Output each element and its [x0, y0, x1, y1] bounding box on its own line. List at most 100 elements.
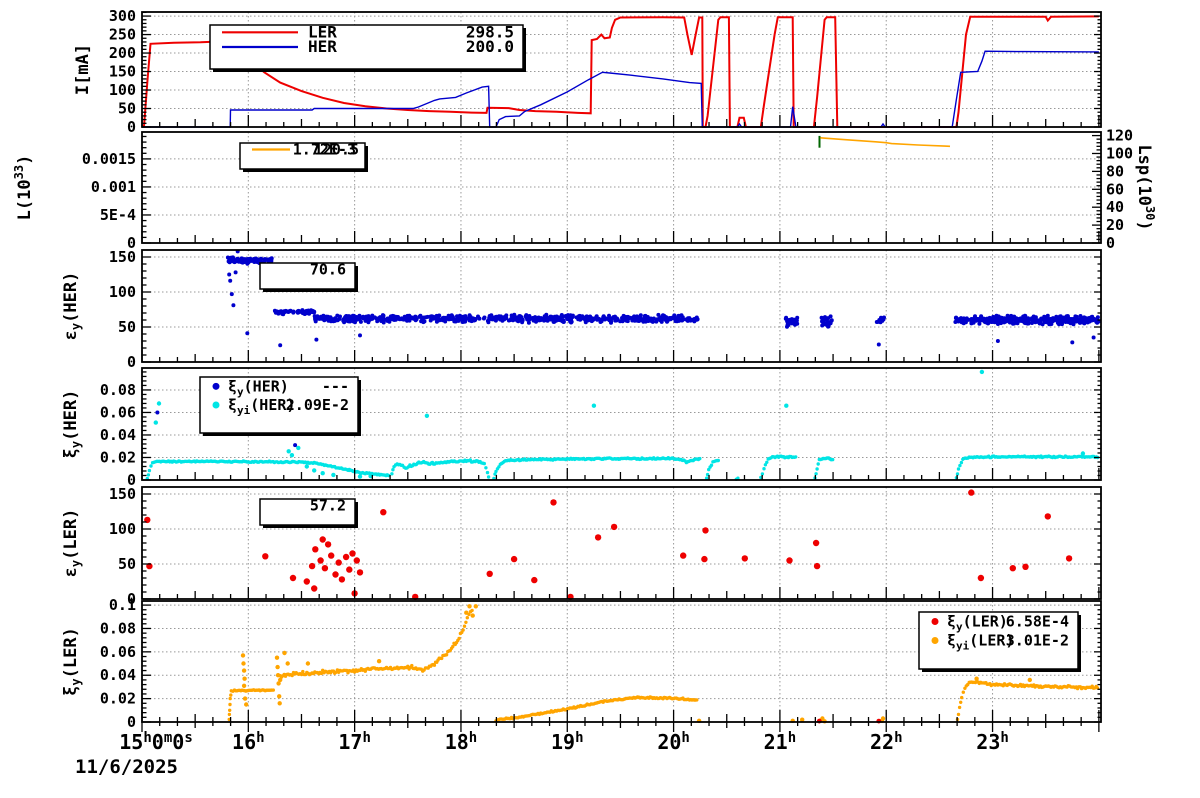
- svg-text:0.1: 0.1: [109, 596, 136, 614]
- legend-current: LER 298.5 HER 200.0: [209, 22, 526, 72]
- svg-text:70.6: 70.6: [310, 261, 346, 279]
- svg-text:2.09E-2: 2.09E-2: [286, 396, 349, 414]
- series-xi-her-xiyi: [145, 454, 1100, 481]
- svg-text:50: 50: [118, 555, 136, 573]
- panel-emittance-her: 0 50 100 150 εy(HER) 70.6: [61, 248, 1102, 371]
- svg-text:120: 120: [1106, 127, 1133, 145]
- gridlines: [142, 250, 1101, 362]
- axis-ticks: [141, 493, 1101, 600]
- svg-text:60: 60: [1106, 180, 1124, 198]
- axis-ticks: [141, 11, 1101, 128]
- svg-text:0.0015: 0.0015: [82, 150, 136, 168]
- panel-frame: [141, 367, 1102, 481]
- panel-emittance-ler: 0 50 100 150 εy(LER) 57.2: [61, 485, 1102, 608]
- axis-ticks: [141, 604, 1101, 732]
- svg-text:150: 150: [109, 63, 136, 81]
- y-axis-title: L(1033): [12, 155, 35, 221]
- svg-text:0: 0: [127, 353, 136, 371]
- svg-text:298.5: 298.5: [466, 22, 514, 41]
- svg-text:0.06: 0.06: [100, 403, 136, 421]
- svg-text:0.08: 0.08: [100, 381, 136, 399]
- svg-text:16h: 16h: [232, 730, 265, 754]
- series-eps-her-band: [225, 255, 1101, 329]
- svg-text:0: 0: [127, 471, 136, 489]
- axis-tick-labels: 0 0.02 0.04 0.06 0.08: [100, 381, 136, 489]
- svg-text:0.04: 0.04: [100, 426, 136, 444]
- svg-text:100: 100: [109, 283, 136, 301]
- y-axis-title: εy(HER): [61, 272, 83, 341]
- svg-text:18h: 18h: [445, 730, 478, 754]
- svg-text:ξyi(HER): ξyi(HER): [228, 396, 295, 417]
- series-xi-her-xiy: [155, 410, 298, 448]
- y-axis-title: ξy(LER): [61, 627, 83, 696]
- panel-luminosity: 05E-40.0010.0015020406080100120Lsp(1030)…: [12, 127, 1157, 252]
- legend-emittance-ler: 57.2: [259, 497, 358, 528]
- svg-text:0.02: 0.02: [100, 690, 136, 708]
- svg-text:0.06: 0.06: [100, 643, 136, 661]
- series-xi-ler-xiyi: [227, 608, 1100, 723]
- svg-text:LER: LER: [308, 22, 337, 41]
- svg-text:20h: 20h: [657, 730, 690, 754]
- svg-text:200.0: 200.0: [466, 37, 514, 56]
- svg-text:150: 150: [109, 248, 136, 266]
- svg-text:0: 0: [127, 713, 136, 731]
- svg-text:57.2: 57.2: [310, 497, 346, 515]
- panel-frame: [141, 11, 1102, 128]
- series-xi-her-outliers: [153, 369, 1086, 479]
- svg-text:23h: 23h: [976, 730, 1009, 754]
- series-xi-ler-outliers: [240, 604, 1033, 724]
- series-eps-her-outliers: [227, 250, 1096, 348]
- svg-text:300: 300: [109, 7, 136, 25]
- svg-text:ξyi(LER): ξyi(LER): [947, 632, 1014, 653]
- svg-text:3.01E-2: 3.01E-2: [1006, 632, 1069, 650]
- svg-text:5E-4: 5E-4: [100, 206, 136, 224]
- svg-text:1.72E-3: 1.72E-3: [293, 141, 356, 159]
- series-lsp-line: [820, 137, 951, 148]
- axis-ticks: [141, 134, 1101, 244]
- svg-text:200: 200: [109, 44, 136, 62]
- svg-text:17h: 17h: [338, 730, 371, 754]
- svg-text:ξy(LER): ξy(LER): [947, 613, 1008, 634]
- legend-xi-her: ξy(HER) --- ξyi(HER)2.09E-2: [199, 376, 361, 436]
- right-axis-title: Lsp(1030): [1134, 144, 1157, 230]
- x-axis-labels: 15h0m0s 16h 17h 18h 19h 20h 21h 22h 23h 11/6/2025: [75, 730, 1009, 778]
- svg-text:0: 0: [1106, 234, 1115, 252]
- y-axis-title: εy(LER): [61, 509, 83, 578]
- axis-tick-labels: 0 50 100 150: [109, 248, 136, 371]
- gridlines: [142, 132, 1101, 243]
- series-ler-current: [142, 15, 1099, 128]
- svg-text:100: 100: [109, 520, 136, 538]
- svg-text:0: 0: [127, 118, 136, 136]
- svg-text:0.08: 0.08: [100, 619, 136, 637]
- svg-text:HER: HER: [308, 37, 337, 56]
- svg-text:0.04: 0.04: [100, 666, 136, 684]
- svg-text:120.5: 120.5: [314, 141, 359, 159]
- svg-text:0: 0: [127, 234, 136, 252]
- svg-text:22h: 22h: [870, 730, 903, 754]
- svg-text:40: 40: [1106, 198, 1124, 216]
- svg-text:50: 50: [118, 100, 136, 118]
- axis-ticks: [141, 256, 1101, 363]
- svg-text:21h: 21h: [764, 730, 797, 754]
- date-label: 11/6/2025: [75, 756, 178, 778]
- svg-text:0: 0: [127, 590, 136, 608]
- y-axis-title: I[mA]: [73, 44, 93, 95]
- axis-ticks: [141, 371, 1101, 481]
- panel-xi-ler: 00.020.040.060.080.1ξy(LER)ξy(LER)6.58E-…: [61, 596, 1102, 732]
- gridlines: [142, 487, 1101, 599]
- svg-text:100: 100: [1106, 144, 1133, 162]
- axis-tick-labels: 0 50 100 150: [109, 485, 136, 608]
- panel-xi-her: 0 0.02 0.04 0.06 0.08 ξy(HER) ξy(HER) --- ξyi(HE…: [61, 367, 1102, 489]
- svg-text:50: 50: [118, 318, 136, 336]
- svg-text:0.001: 0.001: [91, 178, 136, 196]
- svg-text:15h0m0s: 15h0m0s: [119, 730, 193, 754]
- svg-text:150: 150: [109, 485, 136, 503]
- svg-text:0.02: 0.02: [100, 448, 136, 466]
- axis-tick-labels: 0 0.02 0.04 0.06 0.08 0.1: [100, 596, 136, 731]
